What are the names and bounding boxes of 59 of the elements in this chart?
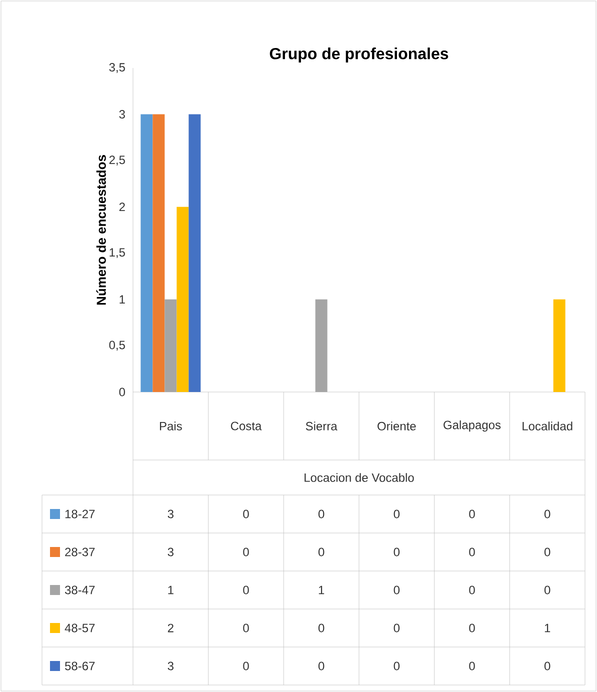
data-label: 0	[318, 662, 324, 670]
y-tick-label: 3	[119, 110, 125, 119]
data-label: 1	[168, 586, 174, 594]
bar	[164, 299, 177, 392]
data-label: 0	[243, 624, 249, 632]
chart-title: Grupo de profesionales	[270, 48, 448, 62]
x-tick-label: Oriente	[378, 422, 416, 430]
data-label: 0	[544, 510, 550, 518]
data-label: 0	[544, 548, 550, 556]
data-label: 1	[544, 624, 550, 632]
y-tick-label: 0	[119, 388, 126, 396]
legend-label: 28-37	[65, 548, 95, 556]
data-label: 0	[394, 624, 400, 632]
bar	[315, 299, 328, 392]
data-label: 0	[318, 548, 324, 556]
x-axis-title: Locacion de Vocablo	[304, 473, 414, 482]
data-label: 0	[394, 548, 400, 556]
data-label: 0	[394, 586, 400, 594]
y-tick-label: 3,5	[109, 63, 125, 73]
data-label: 0	[318, 510, 324, 518]
x-tick-label: Costa	[230, 422, 262, 430]
data-label: 0	[243, 662, 249, 670]
bar	[152, 114, 165, 392]
x-tick-label: Galapagos	[444, 420, 501, 432]
legend-label: 38-47	[64, 586, 95, 594]
legend-label: 48-57	[64, 624, 95, 632]
bar	[176, 206, 189, 392]
data-label: 0	[469, 510, 475, 518]
data-label: 0	[243, 510, 249, 518]
data-label: 0	[394, 662, 400, 670]
bar	[188, 114, 201, 392]
data-label: 3	[168, 662, 174, 670]
x-tick-label: Pais	[160, 422, 182, 430]
y-tick-label: 2,5	[109, 156, 125, 166]
data-label: 2	[168, 624, 174, 632]
bar	[553, 299, 566, 392]
data-label: 3	[168, 548, 174, 556]
data-label: 0	[243, 548, 249, 556]
data-label: 0	[469, 624, 475, 632]
y-tick-label: 0,5	[109, 340, 125, 351]
y-tick-label: 2	[119, 202, 125, 212]
x-tick-label: Sierra	[306, 422, 338, 430]
data-label: 0	[544, 586, 550, 594]
data-label: 0	[469, 586, 475, 594]
legend-label: 18-27	[65, 510, 95, 518]
data-label: 0	[469, 548, 475, 556]
data-label: 0	[243, 586, 249, 594]
data-label: 0	[394, 510, 400, 518]
data-label: 0	[318, 624, 324, 632]
x-tick-label: Localidad	[522, 422, 572, 430]
data-label: 1	[318, 586, 324, 594]
data-label: 0	[544, 662, 550, 670]
y-tick-label: 1	[120, 295, 125, 304]
bar	[140, 114, 153, 392]
legend-label: 58-67	[65, 662, 95, 670]
y-tick-label: 1,5	[110, 248, 125, 258]
y-axis-title: Número de encuestados	[96, 155, 106, 305]
data-label: 3	[168, 510, 174, 518]
data-label: 0	[469, 662, 475, 670]
